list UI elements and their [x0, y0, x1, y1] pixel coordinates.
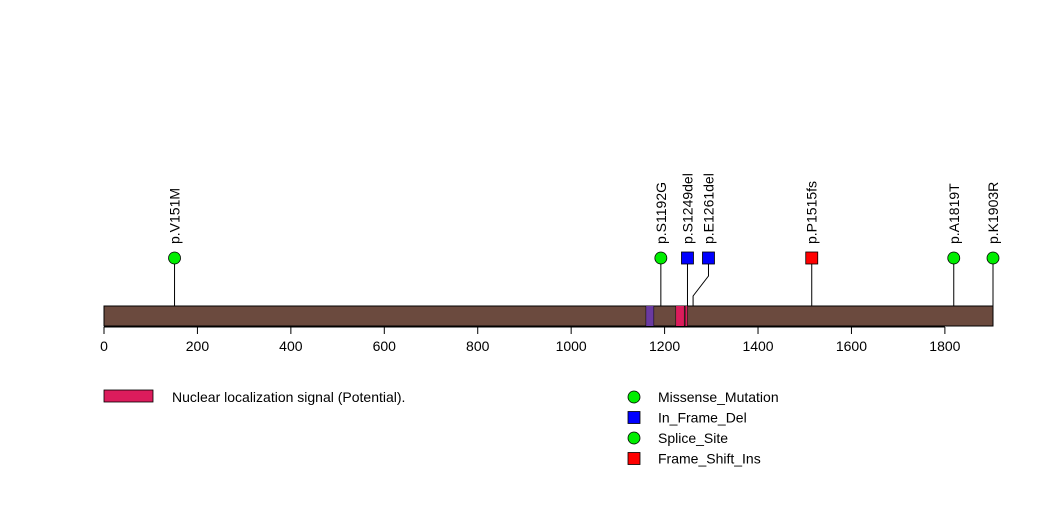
mutation-marker-p-s1249del[interactable]: [681, 251, 694, 265]
mutation-label-p-k1903r: p.K1903R: [985, 182, 1001, 244]
mutation-stems: [174, 258, 994, 306]
legend-marker-in-frame-del: [627, 411, 641, 424]
legend-marker-splice-site: [627, 431, 641, 445]
mutation-label-p-s1249del: p.S1249del: [679, 173, 695, 244]
mutation-marker-p-k1903r[interactable]: [986, 251, 1000, 265]
domain-nls-0: [675, 306, 685, 326]
mutation-markers: [168, 251, 1000, 265]
mutation-type-legend: Missense_Mutation In_Frame_Del Splice_Site…: [627, 389, 779, 467]
legend-marker-missense-mutation: [627, 390, 641, 404]
legend-label-splice-site: Splice_Site: [658, 430, 728, 446]
x-axis: 0 200 400 600 800 1000 1200 1400 1600 1800: [100, 326, 961, 354]
domain-legend-swatch-0: [103, 389, 154, 403]
legend-label-missense-mutation: Missense_Mutation: [658, 389, 779, 405]
legend-marker-frame-shift-ins: [627, 452, 641, 465]
mutation-label-p-s1192g: p.S1192G: [653, 182, 669, 244]
mutation-label-p-v151m: p.V151M: [167, 188, 183, 244]
mutation-marker-p-s1192g[interactable]: [654, 251, 668, 265]
domain-legend: Nuclear localization signal (Potential).: [103, 389, 405, 405]
domain-legend-label-0: Nuclear localization signal (Potential).: [172, 389, 405, 405]
x-tick-label-200: 200: [186, 338, 210, 354]
mutation-labels: p.V151M p.S1192G p.S1249del p.E1261del p.P15…: [167, 173, 1001, 244]
x-tick-label-800: 800: [466, 338, 490, 354]
protein-region-0: [645, 306, 654, 326]
x-tick-label-1800: 1800: [929, 338, 960, 354]
x-tick-label-1200: 1200: [649, 338, 680, 354]
x-tick-label-400: 400: [279, 338, 303, 354]
mutation-marker-p-a1819t[interactable]: [947, 251, 961, 265]
mutation-label-p-p1515fs: p.P1515fs: [804, 181, 820, 244]
x-tick-label-1000: 1000: [556, 338, 587, 354]
x-tick-label-1600: 1600: [836, 338, 867, 354]
mutation-label-p-a1819t: p.A1819T: [946, 183, 962, 244]
x-tick-label-600: 600: [373, 338, 397, 354]
protein-backbone-layer: [103, 305, 994, 327]
x-tick-label-0: 0: [100, 338, 108, 354]
mutation-stem-p-e1261del: [692, 258, 709, 306]
mutation-marker-p-v151m[interactable]: [168, 251, 181, 265]
protein-backbone: [103, 305, 994, 327]
x-tick-label-1400: 1400: [742, 338, 773, 354]
legend-label-in-frame-del: In_Frame_Del: [658, 410, 747, 426]
mutation-marker-p-e1261del[interactable]: [702, 251, 715, 265]
mutation-label-p-e1261del: p.E1261del: [700, 173, 716, 244]
legend-label-frame-shift-ins: Frame_Shift_Ins: [658, 451, 761, 467]
mutation-marker-p-p1515fs[interactable]: [805, 251, 819, 265]
protein-region-1: [685, 306, 688, 326]
